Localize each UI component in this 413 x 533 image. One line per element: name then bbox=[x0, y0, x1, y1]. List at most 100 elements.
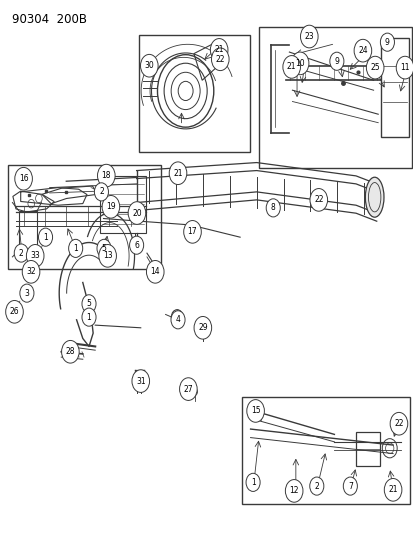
Text: 14: 14 bbox=[150, 268, 160, 276]
Text: 16: 16 bbox=[19, 174, 28, 183]
Circle shape bbox=[15, 167, 32, 190]
Text: 8: 8 bbox=[270, 204, 275, 212]
Text: 30: 30 bbox=[144, 61, 154, 70]
Circle shape bbox=[6, 301, 23, 323]
Text: 23: 23 bbox=[304, 32, 313, 41]
Text: 31: 31 bbox=[135, 377, 145, 385]
Circle shape bbox=[353, 39, 371, 62]
Text: 1: 1 bbox=[86, 313, 91, 321]
Text: 1: 1 bbox=[250, 478, 255, 487]
Text: 21: 21 bbox=[387, 486, 397, 494]
Circle shape bbox=[140, 54, 158, 77]
Text: 2: 2 bbox=[19, 248, 24, 257]
Circle shape bbox=[389, 413, 407, 435]
Circle shape bbox=[246, 400, 264, 422]
Circle shape bbox=[171, 311, 185, 329]
Bar bbox=[355, 432, 379, 466]
Circle shape bbox=[146, 261, 164, 283]
Circle shape bbox=[38, 228, 52, 246]
Text: 21: 21 bbox=[214, 45, 223, 54]
Circle shape bbox=[97, 239, 111, 257]
Text: 10: 10 bbox=[294, 59, 304, 68]
Text: 22: 22 bbox=[215, 55, 225, 64]
Text: 13: 13 bbox=[102, 252, 112, 260]
Circle shape bbox=[22, 261, 40, 283]
Bar bbox=[258, 27, 411, 168]
Circle shape bbox=[395, 56, 413, 79]
Circle shape bbox=[26, 245, 44, 267]
Text: 3: 3 bbox=[24, 289, 29, 297]
Bar bbox=[242, 397, 409, 504]
Circle shape bbox=[282, 55, 300, 78]
Text: 24: 24 bbox=[357, 46, 367, 55]
Circle shape bbox=[183, 221, 201, 243]
Text: 15: 15 bbox=[250, 407, 260, 415]
Text: 25: 25 bbox=[370, 63, 379, 72]
Text: 20: 20 bbox=[132, 208, 141, 217]
Text: 33: 33 bbox=[30, 252, 40, 260]
Circle shape bbox=[245, 473, 259, 491]
Text: 90304  200B: 90304 200B bbox=[12, 13, 87, 26]
Circle shape bbox=[94, 183, 108, 201]
Circle shape bbox=[380, 33, 394, 51]
Circle shape bbox=[211, 48, 228, 70]
Text: 1: 1 bbox=[43, 233, 48, 241]
Text: 22: 22 bbox=[313, 196, 323, 204]
Circle shape bbox=[132, 370, 149, 392]
Text: 12: 12 bbox=[289, 487, 298, 495]
Text: 6: 6 bbox=[134, 241, 139, 249]
Circle shape bbox=[300, 25, 317, 48]
Bar bbox=[380, 38, 408, 137]
Text: 18: 18 bbox=[101, 171, 111, 180]
Circle shape bbox=[210, 38, 228, 61]
Text: 19: 19 bbox=[106, 203, 116, 211]
Circle shape bbox=[128, 201, 145, 224]
Circle shape bbox=[309, 189, 327, 211]
Text: 21: 21 bbox=[286, 62, 296, 71]
Bar bbox=[138, 35, 250, 152]
Text: 4: 4 bbox=[175, 316, 180, 324]
Circle shape bbox=[99, 245, 116, 267]
Circle shape bbox=[14, 244, 28, 262]
Circle shape bbox=[69, 239, 83, 257]
Circle shape bbox=[179, 378, 197, 400]
Text: 7: 7 bbox=[347, 482, 352, 490]
Text: 22: 22 bbox=[393, 419, 403, 428]
Text: 5: 5 bbox=[86, 300, 91, 308]
Bar bbox=[19, 211, 37, 251]
Circle shape bbox=[82, 308, 96, 326]
Circle shape bbox=[102, 196, 119, 218]
Text: 29: 29 bbox=[197, 324, 207, 332]
Circle shape bbox=[285, 480, 302, 502]
Circle shape bbox=[366, 56, 383, 79]
Circle shape bbox=[82, 295, 96, 313]
Bar bbox=[8, 165, 161, 269]
Circle shape bbox=[329, 52, 343, 70]
Text: 2: 2 bbox=[99, 188, 104, 196]
Ellipse shape bbox=[365, 177, 383, 217]
Circle shape bbox=[309, 477, 323, 495]
Text: 11: 11 bbox=[399, 63, 409, 72]
Circle shape bbox=[20, 284, 34, 302]
Text: 28: 28 bbox=[66, 348, 75, 356]
Circle shape bbox=[129, 236, 143, 254]
Circle shape bbox=[62, 341, 79, 363]
Bar bbox=[100, 176, 146, 233]
Text: 9: 9 bbox=[334, 56, 339, 66]
Text: 9: 9 bbox=[384, 38, 389, 47]
Text: 5: 5 bbox=[101, 244, 106, 253]
Circle shape bbox=[194, 317, 211, 339]
Circle shape bbox=[266, 199, 280, 217]
Circle shape bbox=[342, 477, 356, 495]
Circle shape bbox=[97, 164, 115, 187]
Text: 27: 27 bbox=[183, 385, 193, 393]
Text: 2: 2 bbox=[313, 482, 318, 490]
Text: 1: 1 bbox=[73, 244, 78, 253]
Text: 26: 26 bbox=[9, 308, 19, 316]
Text: 17: 17 bbox=[187, 228, 197, 236]
Circle shape bbox=[291, 52, 308, 75]
Text: 32: 32 bbox=[26, 268, 36, 276]
Circle shape bbox=[383, 479, 401, 501]
Circle shape bbox=[169, 162, 186, 184]
Text: 21: 21 bbox=[173, 169, 182, 177]
